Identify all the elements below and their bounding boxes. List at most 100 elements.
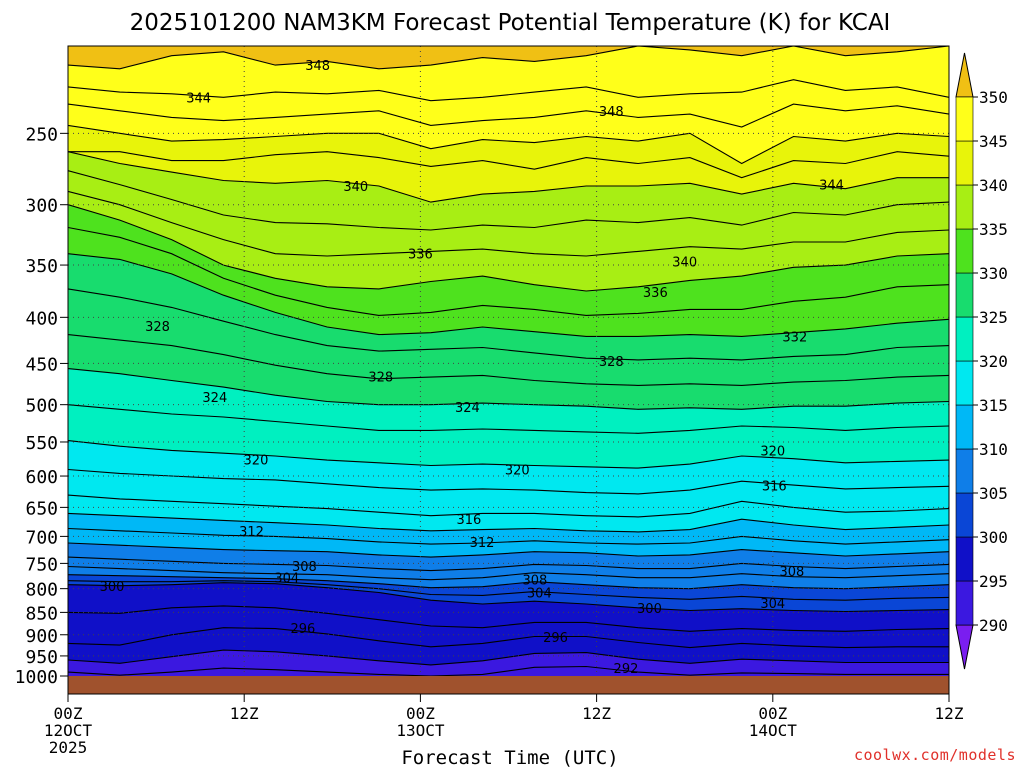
contour-348 [68,79,949,102]
contour-322 [68,404,949,434]
band-306 [68,566,949,589]
plot-frame [67,45,950,695]
contour-344 [68,124,949,165]
contour-label: 320 [505,463,530,478]
y-tick-label: 850 [25,603,58,624]
band-342 [68,151,949,203]
band-300 [68,582,949,632]
x-tick-sublabel: 12OCT [44,721,93,740]
x-tick-sublabel: 13OCT [396,721,445,740]
contour-310 [68,542,949,558]
colorbar-segment [955,96,974,142]
band-312 [68,528,949,558]
band-348 [68,79,949,127]
band-304 [68,574,949,601]
colorbar-label: 340 [979,176,1008,195]
band-344 [68,125,949,178]
band-298 [68,605,949,648]
y-tick-label: 1000 [15,667,58,688]
contour-314 [68,512,949,533]
y-tick-label: 350 [25,256,58,277]
contour-336 [68,190,949,257]
contour-labels: 348 344 348 340 344 336 340 336 328 332 328 328 324 3… [100,59,844,677]
colorbar-segment [955,360,974,406]
band-340 [68,151,949,230]
contour-316 [68,494,949,518]
colorbar-segment [955,184,974,230]
contour-298 [68,605,949,632]
contour-340 [68,151,949,203]
colorbar-label: 290 [979,616,1008,635]
band-350 [68,46,949,101]
contour-300 [68,582,949,613]
y-tick-label: 650 [25,498,58,519]
y-tick-label: 500 [25,396,58,417]
contour-label: 348 [599,105,624,120]
contour-label: 328 [368,370,393,385]
contour-label: 344 [819,179,844,194]
contour-label: 340 [343,180,368,195]
colorbar-label: 345 [979,132,1008,151]
contour-label: 308 [292,560,317,575]
contour-306 [68,565,949,581]
grid-lines [68,46,949,676]
x-tick-label: 00Z [758,704,787,723]
contour-label: 304 [760,597,785,612]
contour-326 [68,334,949,386]
y-tick-label: 800 [25,580,58,601]
y-tick-label: 400 [25,308,58,329]
y-tick-label: 550 [25,433,58,454]
colorbar-label: 305 [979,484,1008,503]
contour-332 [68,226,949,316]
credit-link[interactable]: coolwx.com/models [853,746,1016,764]
contour-label: 300 [637,602,662,617]
colorbar-segment [955,404,974,450]
contour-label: 312 [239,525,264,540]
contour-294 [68,649,949,666]
y-tick-label: 450 [25,354,58,375]
band-332 [68,227,949,337]
colorbar-segment [955,492,974,538]
band-294 [68,650,949,676]
ground-terrain [68,676,949,694]
contour-lines [68,46,949,676]
contour-label: 324 [455,401,480,416]
filled-contours [68,46,949,676]
contour-label: 312 [470,536,495,551]
y-axis: 2503003504004505005506006507007508008509… [15,124,68,688]
band-328 [68,288,949,386]
contour-label: 328 [599,355,624,370]
contour-304 [68,574,949,590]
contour-292 [68,665,949,676]
x-axis-label: Forecast Time (UTC) [401,747,618,768]
colorbar-extend-low [955,624,974,670]
y-tick-label: 250 [25,124,58,145]
colorbar-segment [955,228,974,274]
colorbar-label: 325 [979,308,1008,327]
chart-title: 2025101200 NAM3KM Forecast Potential Tem… [130,10,891,36]
colorbar-label: 310 [979,440,1008,459]
contour-312 [68,527,949,545]
y-tick-label: 700 [25,527,58,548]
colorbar-label: 335 [979,220,1008,239]
band-338 [68,170,949,256]
colorbar-segment [955,272,974,318]
contour-label: 300 [100,580,125,595]
contour-label: 320 [244,453,269,468]
contour-label: 328 [145,320,170,335]
contour-label: 308 [779,565,804,580]
colorbar-extend-high [955,52,974,98]
band-330 [68,253,949,360]
contour-label: 316 [762,480,787,495]
colorbar-segment [955,580,974,626]
y-tick-label: 900 [25,626,58,647]
band-334 [68,204,949,316]
contour-label: 348 [305,59,330,74]
y-tick-label: 300 [25,196,58,217]
colorbar-segment [955,448,974,494]
colorbar-label: 300 [979,528,1008,547]
colorbar-label: 295 [979,572,1008,591]
contour-label: 340 [672,256,697,271]
band-302 [68,580,949,612]
